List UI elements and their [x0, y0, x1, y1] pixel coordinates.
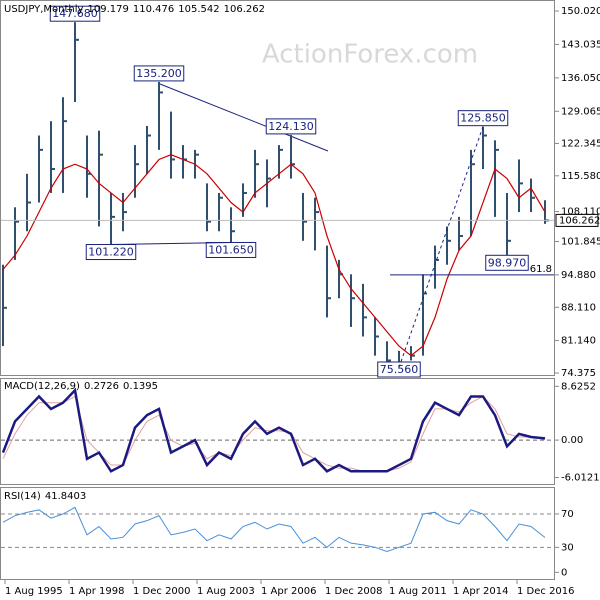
- annotation-label: 98.970: [488, 256, 527, 269]
- fib-label: 61.8: [530, 264, 552, 275]
- x-tick-label: 1 Apr 1998: [69, 586, 124, 597]
- y-tick-label: 88.110: [561, 302, 596, 313]
- x-tick-label: 1 Dec 2008: [325, 586, 383, 597]
- macd-title: MACD(12,26,9): [4, 381, 80, 392]
- annotation-label: 75.560: [380, 363, 419, 376]
- x-tick-label: 1 Aug 2003: [197, 586, 255, 597]
- x-tick-label: 1 Apr 2014: [453, 586, 508, 597]
- y-tick-label: 122.345: [561, 138, 600, 149]
- x-tick-label: 1 Dec 2016: [517, 586, 575, 597]
- y-tick-label: 74.375: [561, 368, 596, 379]
- macd-panel: [0, 378, 555, 485]
- rsi-title: RSI(14): [4, 491, 41, 502]
- annotation-box: [133, 65, 185, 82]
- x-tick-label: 1 Aug 1995: [5, 586, 63, 597]
- last-price-label: 106.262: [559, 215, 600, 226]
- y-tick-label: 143.035: [561, 39, 600, 50]
- annotation-box: [265, 118, 317, 135]
- annotation-label: 101.220: [88, 246, 134, 259]
- y-tick-label: 115.580: [561, 171, 600, 182]
- y-tick-label: 70: [561, 509, 574, 520]
- signal-value: 0.1395: [123, 381, 158, 392]
- annotation-label: 135.200: [136, 67, 182, 80]
- annotation-line: [398, 126, 484, 368]
- annotation-label: 147.680: [52, 7, 98, 20]
- x-tick-label: 1 Aug 2011: [389, 586, 447, 597]
- y-tick-label: 81.140: [561, 336, 596, 347]
- y-tick-label: 129.065: [561, 106, 600, 117]
- annotation-box: [457, 110, 509, 127]
- annotation-box: [485, 254, 529, 271]
- annotation-label: 125.850: [460, 112, 506, 125]
- annotation-box: [49, 5, 101, 22]
- high-value: 110.476: [133, 4, 174, 15]
- y-tick-label: 0.00: [561, 435, 583, 446]
- annotation-line: [110, 241, 232, 246]
- watermark: ActionForex.com: [262, 40, 478, 70]
- last-price-box: [555, 213, 599, 227]
- y-tick-label: 108.110: [561, 207, 600, 218]
- rsi-panel: [0, 487, 555, 580]
- x-tick-label: 1 Apr 2006: [261, 586, 316, 597]
- y-tick-label: 101.845: [561, 237, 600, 248]
- y-tick-label: 136.050: [561, 73, 600, 84]
- macd-line: [1, 387, 546, 473]
- y-tick-label: 94.880: [561, 270, 596, 281]
- annotation-label: 101.650: [208, 243, 254, 256]
- price-panel: [0, 0, 555, 376]
- annotation-box: [377, 361, 421, 378]
- rsi-value: 41.8403: [45, 491, 86, 502]
- moving-average: [2, 154, 546, 357]
- trend-line: [159, 83, 329, 152]
- symbol: USDJPY,Monthly: [4, 4, 84, 15]
- y-tick-label: -6.0121: [561, 473, 600, 484]
- x-tick-label: 1 Dec 2000: [133, 586, 191, 597]
- y-tick-label: 0: [561, 567, 567, 578]
- macd-value: 0.2726: [84, 381, 119, 392]
- close-value: 106.262: [224, 4, 265, 15]
- y-tick-label: 150.020: [561, 6, 600, 17]
- open-value: 109.179: [88, 4, 129, 15]
- y-tick-label: 30: [561, 542, 574, 553]
- annotation-label: 124.130: [268, 120, 314, 133]
- rsi-line: [2, 506, 546, 553]
- y-tick-label: 8.6252: [561, 381, 596, 392]
- low-value: 105.542: [178, 4, 219, 15]
